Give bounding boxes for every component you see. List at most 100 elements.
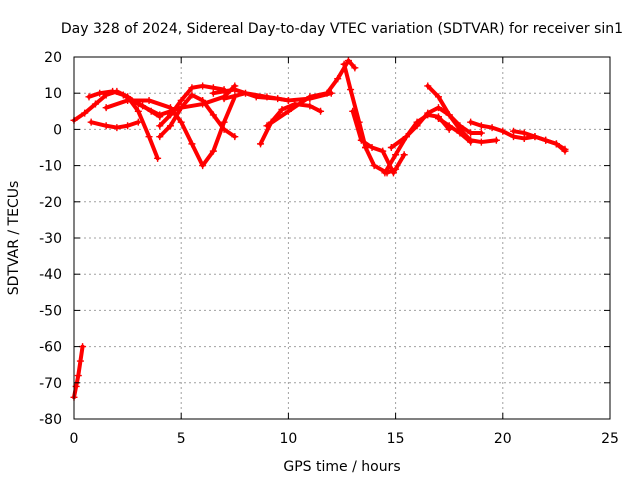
- data-point: [402, 133, 410, 141]
- data-point: [263, 93, 271, 101]
- data-point: [119, 91, 127, 99]
- y-tick-label: -70: [39, 376, 62, 392]
- series-trace: [157, 93, 237, 139]
- data-point: [188, 91, 196, 99]
- data-point: [445, 111, 453, 119]
- data-point: [76, 357, 84, 365]
- data-point: [209, 111, 217, 119]
- data-point: [145, 96, 153, 104]
- data-point: [323, 89, 331, 97]
- y-tick-label: 0: [53, 122, 62, 138]
- x-tick-label: 10: [279, 431, 297, 447]
- series-sat-d: [102, 93, 239, 170]
- data-point: [102, 104, 110, 112]
- data-point: [387, 144, 395, 151]
- series-trace: [468, 120, 567, 154]
- data-point: [134, 100, 142, 108]
- y-tick-label: -80: [39, 412, 62, 428]
- series-sat-n: [362, 144, 400, 177]
- x-tick-label: 25: [601, 431, 619, 447]
- y-axis-label: SDTVAR / TECUs: [6, 181, 22, 296]
- data-point: [445, 122, 453, 130]
- grid: [74, 57, 610, 419]
- data-point: [334, 75, 342, 83]
- data-point: [510, 127, 518, 135]
- data-point: [357, 136, 365, 144]
- data-point: [124, 93, 132, 101]
- data-point: [434, 93, 442, 101]
- data-point: [456, 129, 464, 137]
- data-point: [85, 93, 93, 101]
- data-point: [96, 89, 104, 97]
- data-point: [278, 105, 286, 113]
- data-point: [340, 60, 348, 68]
- data-point: [488, 124, 496, 132]
- data-point: [177, 104, 185, 112]
- data-point: [349, 107, 357, 115]
- data-point: [531, 133, 539, 141]
- data-point: [242, 89, 250, 97]
- y-tick-label: 20: [44, 50, 62, 66]
- data-point: [199, 96, 207, 104]
- data-point: [284, 96, 292, 104]
- axis-ticks: [73, 56, 611, 420]
- series-sat-r: [434, 115, 475, 146]
- data-point: [552, 140, 560, 148]
- chart-title: Day 328 of 2024, Sidereal Day-to-day VTE…: [61, 21, 623, 37]
- x-tick-labels: 0 5 10 15 20 25: [70, 431, 619, 447]
- series-sat-k: [263, 57, 359, 130]
- series-trace: [89, 120, 141, 130]
- data-point: [381, 169, 389, 177]
- x-axis-label: GPS time / hours: [283, 459, 400, 475]
- data-point: [434, 115, 442, 123]
- series-trace: [436, 116, 473, 145]
- data-point: [81, 109, 89, 117]
- data-point: [209, 147, 217, 155]
- data-point: [467, 129, 475, 137]
- data-point: [424, 109, 432, 117]
- data-point: [477, 122, 485, 130]
- data-point: [113, 124, 121, 132]
- data-point: [467, 138, 475, 146]
- data-point: [166, 111, 174, 119]
- data-point: [156, 111, 164, 119]
- data-point: [344, 57, 352, 65]
- data-point: [199, 82, 207, 90]
- data-point: [220, 125, 228, 133]
- series-trace: [363, 145, 398, 175]
- data-point: [317, 107, 325, 115]
- data-point: [434, 104, 442, 112]
- series-sat-c: [87, 118, 142, 132]
- data-point: [392, 165, 400, 173]
- y-tick-label: 10: [44, 86, 62, 102]
- data-point: [177, 118, 185, 126]
- data-point: [156, 133, 164, 141]
- data-point: [87, 118, 95, 126]
- data-point: [145, 133, 153, 141]
- data-point: [492, 136, 500, 144]
- data-point: [362, 144, 370, 151]
- data-point: [231, 86, 239, 94]
- data-point: [351, 64, 359, 72]
- y-tick-label: -20: [39, 195, 62, 211]
- data-point: [188, 84, 196, 92]
- data-point: [220, 118, 228, 126]
- data-point: [520, 129, 528, 137]
- data-point: [134, 118, 142, 126]
- y-tick-label: -30: [39, 231, 62, 247]
- y-tick-labels: -80 -70 -60 -50 -40 -30 -20 -10 0 10 20: [39, 50, 62, 428]
- x-tick-label: 5: [177, 431, 186, 447]
- x-tick-label: 15: [387, 431, 405, 447]
- x-tick-label: 0: [70, 431, 79, 447]
- data-point: [231, 133, 239, 141]
- data-point: [209, 89, 217, 97]
- series-sat-u: [70, 343, 87, 401]
- series-trace: [72, 344, 85, 400]
- data-point: [284, 107, 292, 115]
- data-point: [166, 122, 174, 130]
- y-tick-label: -10: [39, 159, 62, 175]
- data-point: [199, 162, 207, 170]
- data-point: [263, 122, 271, 130]
- data-point: [561, 145, 569, 153]
